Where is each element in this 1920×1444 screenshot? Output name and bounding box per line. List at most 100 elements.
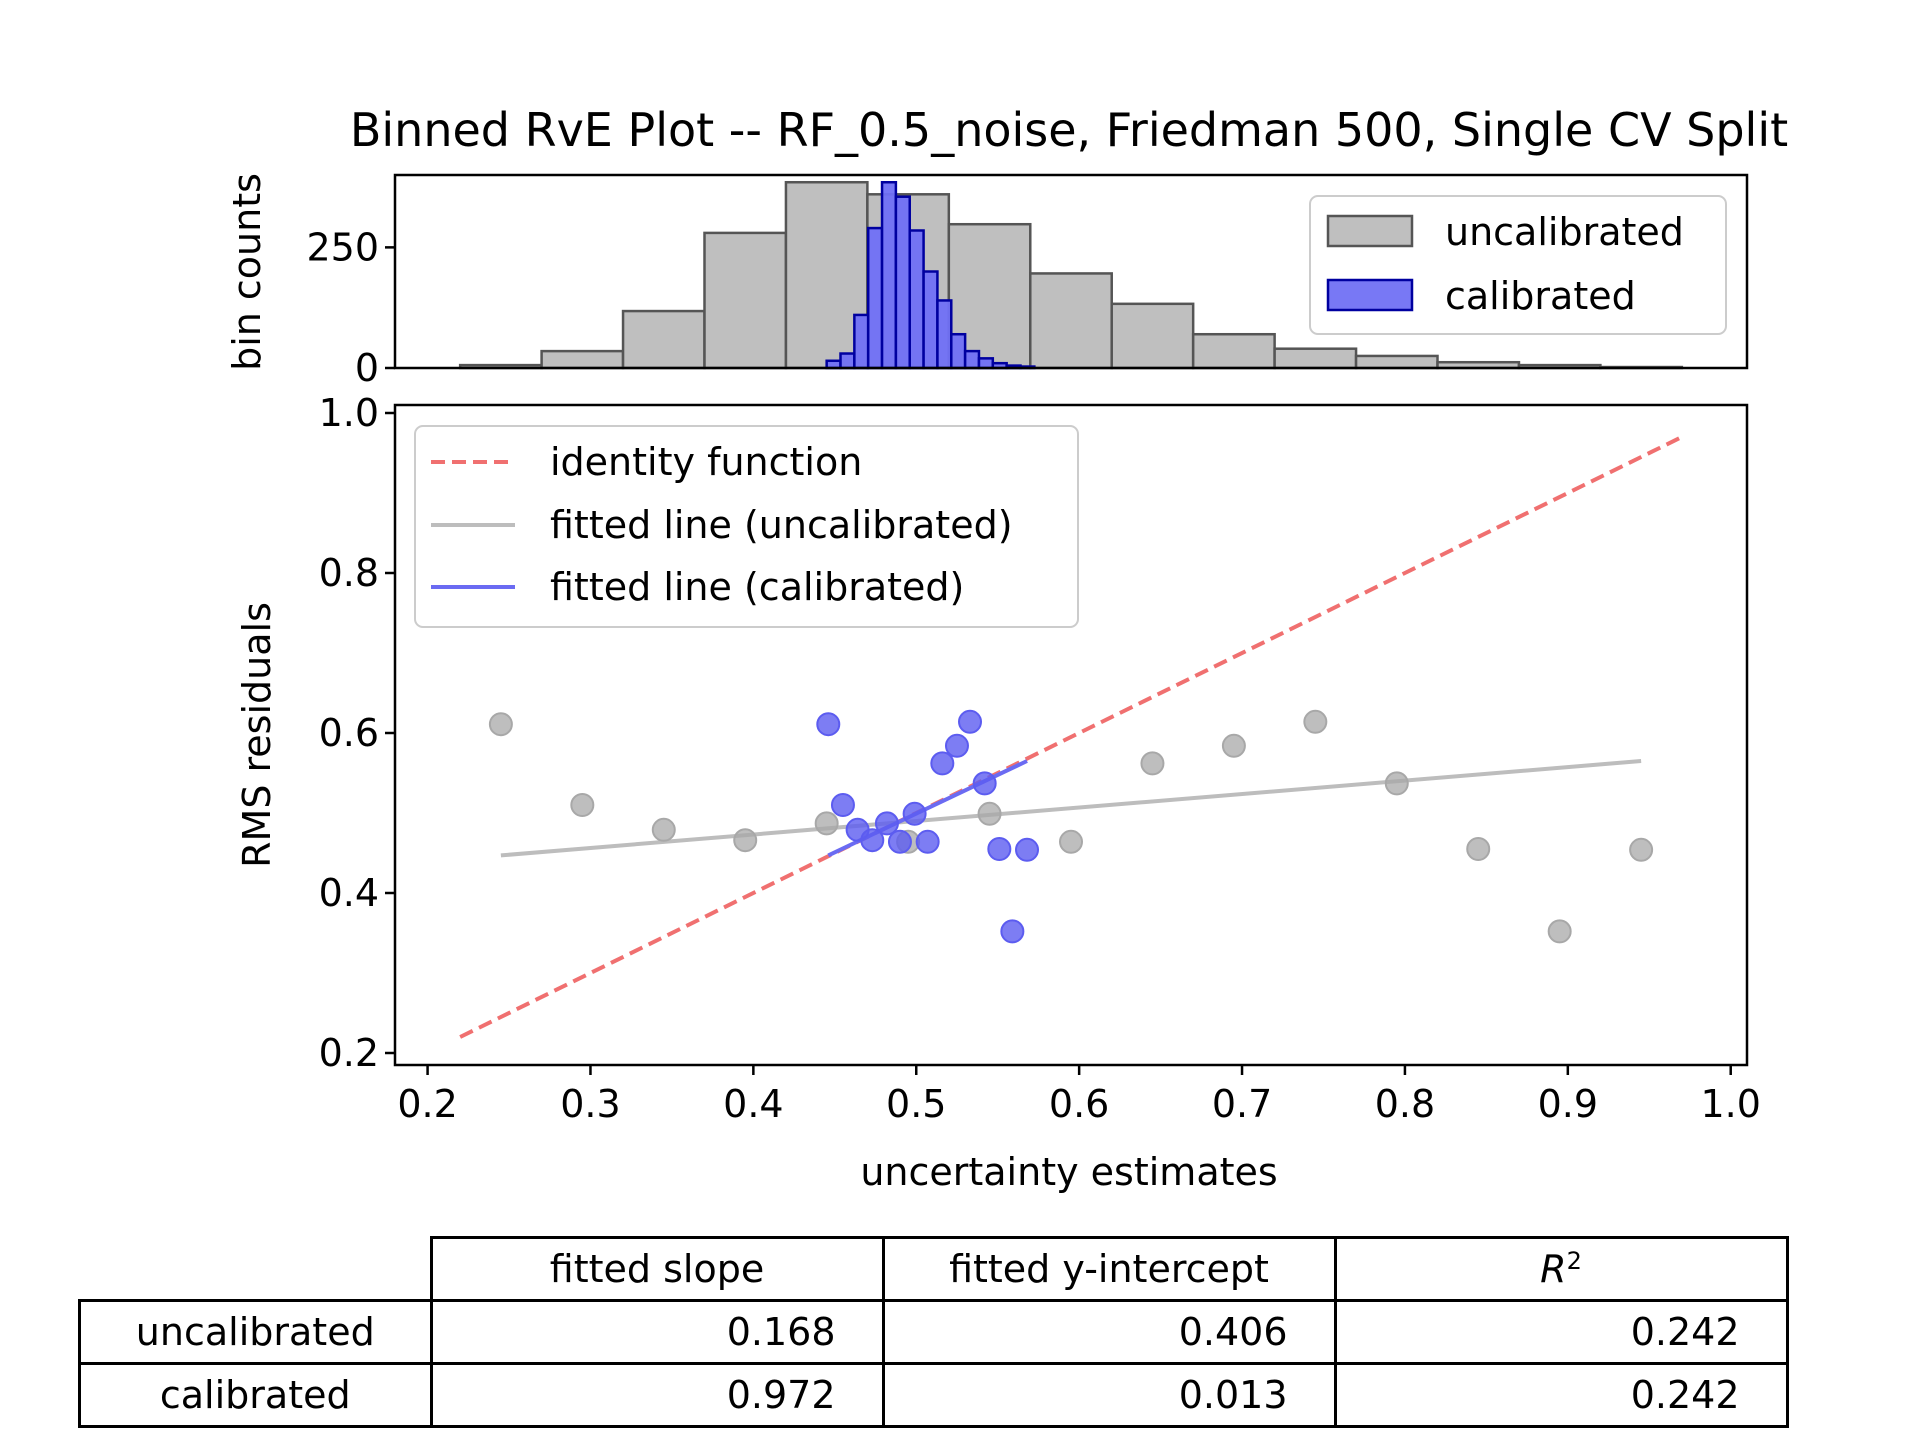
r2-symbol: R (1540, 1247, 1567, 1292)
rve-y-label: RMS residuals (235, 602, 279, 868)
scatter-point-calibrated (972, 771, 997, 796)
table-cell: 0.972 (429, 1362, 885, 1428)
rve-y-tick-label: 1.0 (319, 391, 379, 435)
histogram-y-tick-label: 0 (355, 346, 379, 390)
rve-y-tick-label: 0.4 (319, 871, 379, 915)
r2-superscript: 2 (1566, 1246, 1582, 1275)
legend-label-identity: identity function (550, 440, 862, 484)
scatter-point-calibrated (958, 709, 983, 734)
scatter-point-calibrated (915, 829, 940, 854)
table-row-label: calibrated (78, 1362, 433, 1428)
scatter-point-uncalibrated (488, 712, 513, 737)
histogram-bar-calibrated (866, 226, 884, 370)
histogram-bar-uncalibrated (540, 349, 625, 370)
scatter-point-uncalibrated (733, 828, 758, 853)
scatter-point-calibrated (830, 793, 855, 817)
scatter-point-calibrated (860, 828, 885, 853)
table-row: uncalibrated 0.168 0.406 0.242 (78, 1299, 1789, 1365)
rve-y-tick-label: 0.8 (319, 551, 379, 595)
histogram-bar-uncalibrated (1273, 347, 1358, 370)
legend-label-calibrated: calibrated (1445, 274, 1636, 318)
scatter-point-uncalibrated (1059, 829, 1083, 854)
rve-y-tick-label: 0.2 (319, 1031, 379, 1075)
legend-label-fit-uncalibrated: fitted line (uncalibrated) (550, 503, 1013, 547)
table-cell: 0.242 (1333, 1299, 1789, 1365)
histogram-bar-calibrated (977, 357, 995, 370)
histogram-bar-calibrated (936, 299, 953, 370)
table-cell: 0.013 (881, 1362, 1337, 1428)
scatter-point-uncalibrated (1221, 733, 1246, 758)
rve-x-tick-label: 0.2 (397, 1082, 457, 1126)
table-header-row: fitted slope fitted y-intercept R2 (79, 1236, 1789, 1302)
table-header-intercept: fitted y-intercept (881, 1236, 1337, 1302)
scatter-point-calibrated (887, 829, 912, 854)
histogram-bar-uncalibrated (1029, 272, 1113, 370)
histogram-bar-calibrated (880, 180, 898, 370)
legend-label-uncalibrated: uncalibrated (1445, 210, 1684, 254)
histogram-y-ticks: 0 250 (306, 225, 395, 390)
rve-x-tick-label: 0.3 (560, 1082, 620, 1126)
histogram-bars (458, 180, 1684, 370)
histogram-bar-calibrated (922, 270, 939, 370)
histogram-bar-calibrated (839, 352, 856, 370)
rve-legend: identity function fitted line (uncalibra… (414, 425, 1079, 628)
table-header-slope: fitted slope (429, 1236, 885, 1302)
histogram-bar-uncalibrated (621, 309, 706, 370)
scatter-point-uncalibrated (570, 793, 595, 817)
rve-points (488, 709, 1654, 944)
fit-line-uncalibrated (500, 759, 1642, 858)
histogram-bar-calibrated (950, 332, 967, 370)
histogram-bar-calibrated (908, 229, 925, 370)
identity-line (459, 435, 1683, 1039)
scatter-point-calibrated (1015, 837, 1040, 862)
scatter-point-uncalibrated (1547, 919, 1572, 944)
histogram-legend: uncalibrated calibrated (1309, 195, 1727, 335)
scatter-point-uncalibrated (814, 811, 839, 836)
rve-ticks: 0.2 0.3 0.4 0.5 0.6 0.7 0.8 0.9 1.0 0.2 0.4 0.6 0.8 1… (319, 391, 1761, 1126)
histogram-bar-calibrated (894, 195, 911, 370)
scatter-point-calibrated (987, 837, 1012, 861)
scatter-point-uncalibrated (1466, 837, 1491, 861)
rve-x-tick-label: 0.5 (886, 1082, 946, 1126)
scatter-point-calibrated (816, 712, 841, 737)
table-header-r2: R2 (1333, 1236, 1789, 1302)
rve-x-tick-label: 0.8 (1375, 1082, 1435, 1126)
histogram-bar-uncalibrated (1354, 354, 1439, 370)
legend-swatch-uncalibrated (1326, 214, 1414, 248)
legend-label-fit-calibrated: fitted line (calibrated) (550, 565, 964, 609)
scatter-point-uncalibrated (1303, 709, 1328, 734)
rve-x-label: uncertainty estimates (860, 1150, 1277, 1194)
scatter-point-calibrated (902, 801, 927, 826)
table-row: calibrated 0.972 0.013 0.242 (78, 1362, 1789, 1428)
rve-x-tick-label: 0.4 (723, 1082, 783, 1126)
table-cell: 0.242 (1333, 1362, 1789, 1428)
table-cell: 0.168 (429, 1299, 885, 1365)
rve-y-tick-label: 0.6 (319, 711, 379, 755)
scatter-point-calibrated (944, 733, 969, 758)
scatter-point-calibrated (874, 811, 899, 836)
scatter-point-calibrated (1000, 919, 1025, 944)
table-corner (79, 1237, 433, 1302)
scatter-point-uncalibrated (1629, 837, 1654, 862)
rve-x-tick-label: 0.9 (1538, 1082, 1598, 1126)
scatter-point-uncalibrated (1140, 751, 1165, 776)
table-cell: 0.406 (881, 1299, 1337, 1365)
table-row-label: uncalibrated (78, 1299, 433, 1365)
rve-x-tick-label: 0.6 (1049, 1082, 1109, 1126)
histogram-y-tick-label: 250 (306, 225, 379, 269)
rve-frame (393, 403, 1749, 1067)
histogram-bar-calibrated (853, 313, 870, 370)
histogram-y-label: bin counts (225, 173, 269, 371)
scatter-point-uncalibrated (651, 817, 676, 842)
histogram-bar-uncalibrated (1110, 302, 1195, 370)
rve-x-tick-label: 0.7 (1212, 1082, 1272, 1126)
histogram-bar-calibrated (963, 349, 981, 370)
histogram-bar-uncalibrated (1191, 332, 1276, 370)
scatter-point-calibrated (930, 751, 955, 776)
histogram-bar-uncalibrated (703, 231, 788, 370)
fit-stats-table: fitted slope fitted y-intercept R2 uncal… (78, 1236, 1789, 1428)
scatter-point-uncalibrated (1384, 771, 1409, 796)
scatter-point-uncalibrated (977, 801, 1002, 826)
histogram-frame (393, 173, 1749, 370)
